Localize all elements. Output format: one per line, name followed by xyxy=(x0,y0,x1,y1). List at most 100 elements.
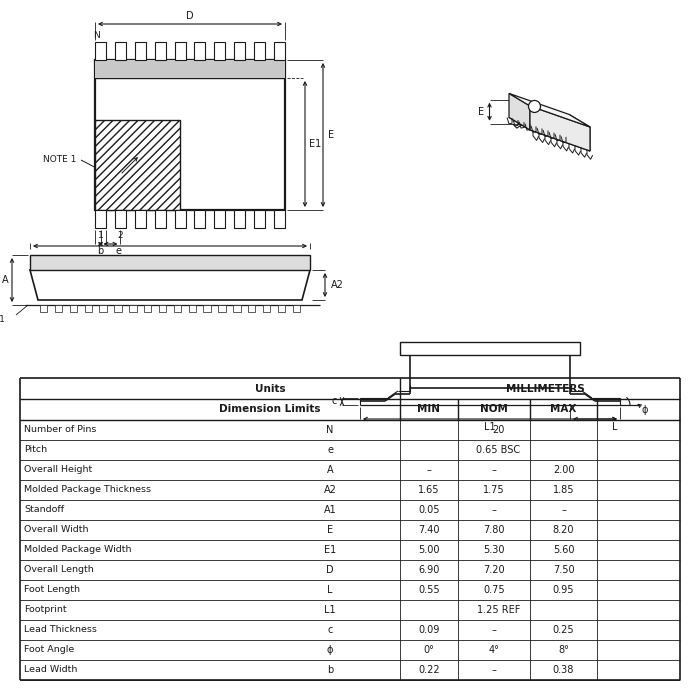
Bar xyxy=(99,305,107,312)
Bar xyxy=(214,42,225,60)
Text: A: A xyxy=(327,465,333,475)
Polygon shape xyxy=(530,106,590,151)
Polygon shape xyxy=(30,270,310,300)
Text: –: – xyxy=(491,625,496,635)
Text: ϕ: ϕ xyxy=(642,405,648,415)
Bar xyxy=(188,305,196,312)
Text: 0.38: 0.38 xyxy=(553,665,574,675)
Text: NOM: NOM xyxy=(480,405,508,414)
Text: 1.65: 1.65 xyxy=(419,485,440,495)
Text: E: E xyxy=(478,106,484,117)
Bar xyxy=(155,42,166,60)
Bar xyxy=(135,210,146,228)
Bar xyxy=(234,210,245,228)
Polygon shape xyxy=(569,114,590,151)
Bar xyxy=(159,305,167,312)
Text: –: – xyxy=(491,505,496,515)
Text: e: e xyxy=(327,445,333,455)
Text: c: c xyxy=(328,625,332,635)
Text: 0.95: 0.95 xyxy=(553,585,574,595)
Text: E: E xyxy=(328,130,334,140)
Text: 0.22: 0.22 xyxy=(418,665,440,675)
Bar xyxy=(174,210,186,228)
Bar xyxy=(95,42,106,60)
Bar xyxy=(114,305,122,312)
Text: NOTE 1: NOTE 1 xyxy=(43,155,76,164)
Bar xyxy=(155,210,166,228)
Text: 8.20: 8.20 xyxy=(553,525,574,535)
Text: b: b xyxy=(327,665,333,675)
Text: 7.40: 7.40 xyxy=(419,525,440,535)
Bar xyxy=(95,210,106,228)
Bar xyxy=(70,305,77,312)
Text: E1: E1 xyxy=(309,139,321,149)
Text: Molded Package Width: Molded Package Width xyxy=(24,545,132,554)
Text: A2: A2 xyxy=(323,485,337,495)
Bar xyxy=(274,210,285,228)
Text: 6.90: 6.90 xyxy=(419,565,440,575)
Text: 1: 1 xyxy=(97,232,104,241)
Bar xyxy=(263,305,270,312)
Text: –: – xyxy=(561,505,566,515)
Circle shape xyxy=(528,101,540,113)
Text: A1: A1 xyxy=(323,505,337,515)
Text: MILLIMETERS: MILLIMETERS xyxy=(505,384,584,393)
Bar xyxy=(195,42,205,60)
Text: –: – xyxy=(426,465,431,475)
Text: 7.50: 7.50 xyxy=(553,565,574,575)
Bar xyxy=(248,305,256,312)
Text: –: – xyxy=(491,665,496,675)
Bar xyxy=(254,42,265,60)
Text: 7.20: 7.20 xyxy=(483,565,505,575)
Text: 0.75: 0.75 xyxy=(483,585,505,595)
Text: 2.00: 2.00 xyxy=(553,465,574,475)
Text: A2: A2 xyxy=(330,280,344,290)
Text: 4°: 4° xyxy=(489,645,499,655)
Text: ϕ: ϕ xyxy=(327,645,333,655)
Text: 5.30: 5.30 xyxy=(483,545,505,555)
Text: D: D xyxy=(186,11,194,21)
Text: Molded Package Thickness: Molded Package Thickness xyxy=(24,486,151,494)
Text: Number of Pins: Number of Pins xyxy=(24,426,97,435)
Text: Standoff: Standoff xyxy=(24,505,64,514)
Text: L1: L1 xyxy=(484,422,496,432)
Text: E1: E1 xyxy=(324,545,336,555)
Text: 5.60: 5.60 xyxy=(553,545,574,555)
Text: N: N xyxy=(93,31,99,40)
Text: Pitch: Pitch xyxy=(24,445,47,454)
Bar xyxy=(293,305,300,312)
Text: Lead Width: Lead Width xyxy=(24,666,78,675)
Text: A1: A1 xyxy=(0,314,6,323)
Bar xyxy=(144,305,151,312)
Text: 8°: 8° xyxy=(558,645,569,655)
Text: 1.85: 1.85 xyxy=(553,485,574,495)
Text: 20: 20 xyxy=(492,425,505,435)
Text: Foot Length: Foot Length xyxy=(24,585,80,594)
Bar xyxy=(115,210,126,228)
Text: D: D xyxy=(326,565,334,575)
Text: Footprint: Footprint xyxy=(24,606,66,615)
Text: L1: L1 xyxy=(324,605,336,615)
Text: A: A xyxy=(1,275,8,285)
Text: 1.25 REF: 1.25 REF xyxy=(477,605,520,615)
Bar xyxy=(174,305,181,312)
Text: b: b xyxy=(97,246,104,256)
Text: Foot Angle: Foot Angle xyxy=(24,645,74,654)
Bar xyxy=(115,42,126,60)
Text: 0.05: 0.05 xyxy=(419,505,440,515)
Text: Lead Thickness: Lead Thickness xyxy=(24,626,97,634)
Bar xyxy=(233,305,241,312)
Text: 5.00: 5.00 xyxy=(419,545,440,555)
Bar xyxy=(95,60,285,210)
Text: 0.09: 0.09 xyxy=(419,625,440,635)
Bar xyxy=(410,355,570,388)
Bar xyxy=(40,305,48,312)
Text: Units: Units xyxy=(255,384,286,393)
Bar xyxy=(135,42,146,60)
Bar xyxy=(85,305,92,312)
Text: Overall Width: Overall Width xyxy=(24,526,88,535)
Bar xyxy=(400,342,580,355)
Bar xyxy=(30,255,310,270)
Bar xyxy=(274,42,285,60)
Bar xyxy=(95,120,180,210)
